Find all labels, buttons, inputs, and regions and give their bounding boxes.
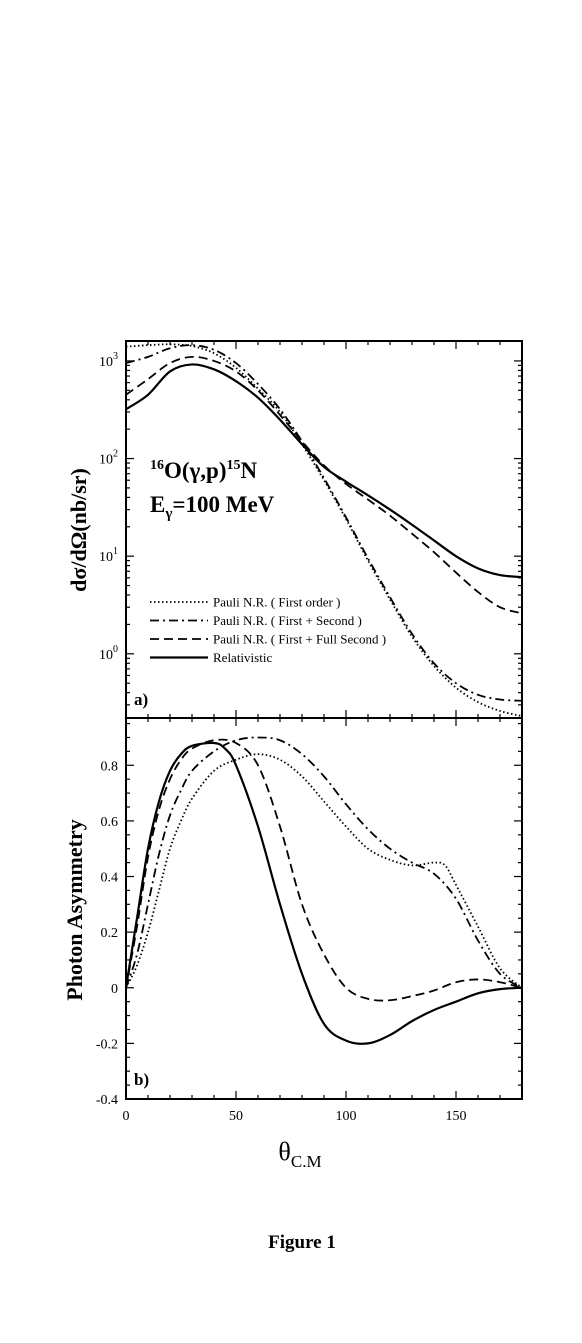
x-tick-label: 150: [446, 1109, 467, 1124]
panel-b-y-tick-label: 0.6: [101, 815, 119, 830]
panel-b-series-dashdot-line: [126, 736, 522, 989]
x-axis-label-subscript: C.M: [291, 1152, 322, 1171]
x-tick-label: 0: [123, 1109, 130, 1124]
legend-label: Relativistic: [213, 650, 272, 665]
legend-label: Pauli N.R. ( First order ): [213, 595, 340, 610]
panel-a-y-tick-label: 102: [99, 449, 118, 468]
panel-a-series-dashdot-line: [126, 344, 522, 702]
legend: Pauli N.R. ( First order ) Pauli N.R. ( F…: [150, 595, 386, 665]
reaction-mass-number-residual: 15: [227, 458, 241, 473]
reaction-residual: N: [241, 458, 258, 483]
energy-subscript: γ: [164, 506, 172, 522]
panel-b-y-tick-label: 0.8: [101, 759, 119, 774]
legend-item: Pauli N.R. ( First + Full Second ): [150, 632, 386, 647]
x-tick-label: 50: [229, 1109, 243, 1124]
panel-b-y-tick-label: 0.2: [101, 926, 119, 941]
panel-a-y-tick-label: 101: [99, 546, 118, 565]
reaction-process: O(γ,p): [164, 458, 227, 483]
figure-caption: Figure 1: [268, 1232, 336, 1253]
panel-b-y-ticks: -0.4 -0.2 0 0.2 0.4 0.6 0.8: [96, 722, 522, 1108]
panel-b-y-tick-label: -0.4: [96, 1093, 118, 1108]
panel-a-label: a): [134, 690, 148, 709]
panel-b-series-group: [126, 736, 522, 1045]
energy-symbol: E: [150, 492, 165, 517]
legend-item: Relativistic: [150, 650, 272, 665]
panel-b-y-axis-label: Photon Asymmetry: [62, 819, 87, 1000]
panel-a-reaction-title: 16O(γ,p)15N: [150, 458, 258, 483]
panel-a-x-ticks: [125, 341, 523, 718]
legend-item: Pauli N.R. ( First order ): [150, 595, 340, 610]
panel-b-x-ticks: 0 50 100 150: [123, 718, 523, 1124]
legend-item: Pauli N.R. ( First + Second ): [150, 613, 362, 628]
panel-a-y-tick-label: 103: [99, 351, 118, 370]
x-tick-label: 100: [336, 1109, 357, 1124]
legend-label: Pauli N.R. ( First + Second ): [213, 613, 362, 628]
panel-b-photon-asymmetry: -0.4 -0.2 0 0.2 0.4 0.6 0.8 0 50 100 150 Photon A…: [62, 717, 523, 1124]
panel-a-series-group: [126, 343, 522, 717]
panel-a-y-tick-label: 100: [99, 644, 118, 663]
panel-a-cross-section: 100 101 102 103 dσ/dΩ(nb/sr) 16O(γ,p)15N Eγ…: [66, 340, 523, 719]
reaction-mass-number-target: 16: [150, 458, 164, 473]
panel-a-y-ticks: 100 101 102 103: [99, 351, 522, 706]
legend-label: Pauli N.R. ( First + Full Second ): [213, 632, 386, 647]
panel-b-y-tick-label: 0: [111, 982, 118, 997]
energy-value: =100 MeV: [172, 492, 274, 517]
panel-b-series-dashed-line: [126, 738, 522, 1002]
x-axis-label-symbol: θ: [278, 1137, 290, 1166]
panel-b-y-tick-label: 0.4: [101, 871, 119, 886]
panel-b-series-solid-line: [126, 741, 522, 1045]
x-axis-label: θC.M: [278, 1137, 321, 1171]
panel-a-energy-title: Eγ=100 MeV: [150, 492, 275, 522]
panel-a-series-solid-line: [126, 363, 522, 579]
panel-b-label: b): [134, 1070, 149, 1089]
panel-b-y-tick-label: -0.2: [96, 1037, 118, 1052]
panel-a-series-dashed-line: [126, 355, 522, 615]
panel-a-y-axis-label: dσ/dΩ(nb/sr): [66, 468, 91, 592]
